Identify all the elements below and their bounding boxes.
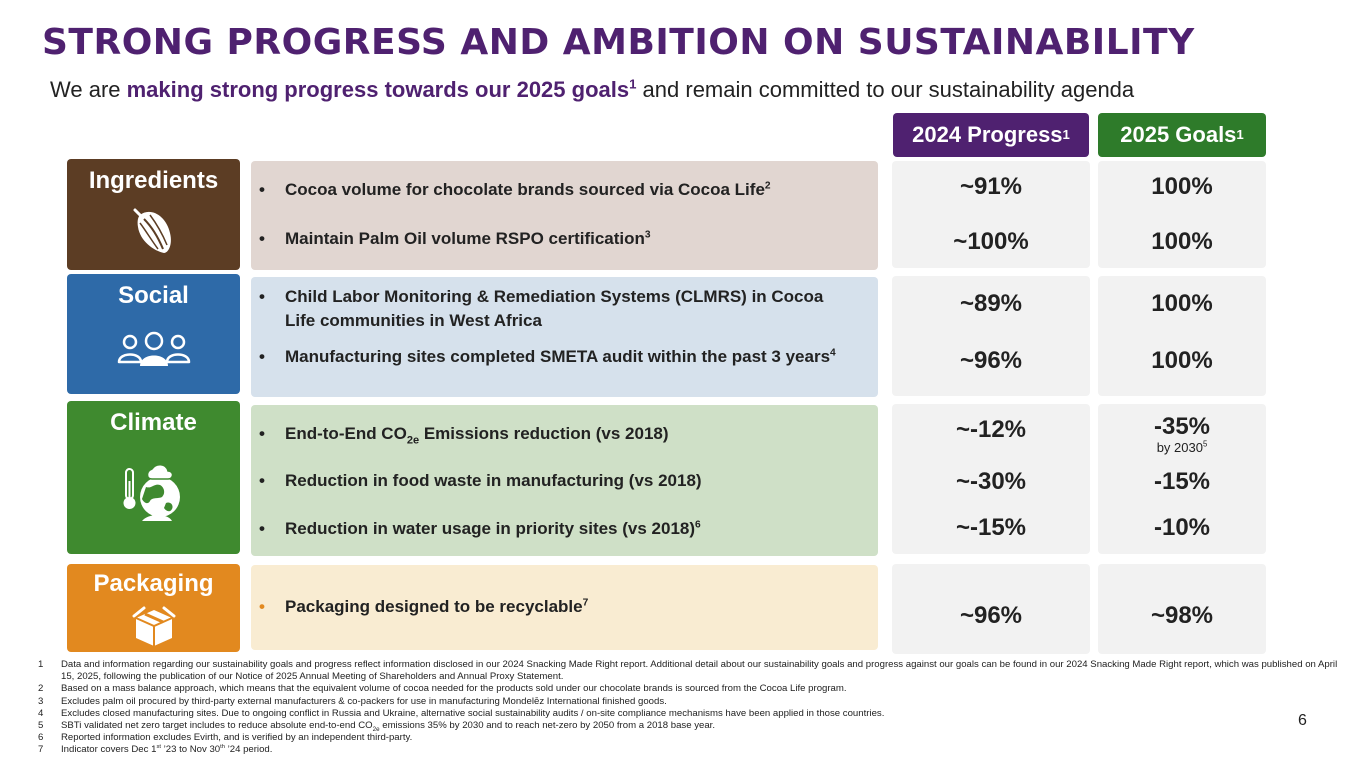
category-tile-social: Social xyxy=(67,274,240,394)
category-label: Packaging xyxy=(93,570,214,597)
category-band-climate: • End-to-End CO2e Emissions reduction (vs… xyxy=(251,405,878,556)
category-label: Ingredients xyxy=(88,167,219,194)
category-band-ingredients: • Cocoa volume for chocolate brands sourc… xyxy=(251,161,878,270)
goal-value: -10% xyxy=(1153,514,1211,541)
progress-value: ~-15% xyxy=(955,514,1027,541)
footnote: 1 Data and information regarding our sust… xyxy=(38,659,1338,683)
goal-value: 100% xyxy=(1151,290,1213,317)
goal-value: 100% xyxy=(1151,347,1213,374)
footnote: 6 Reported information excludes Evirth, a… xyxy=(38,732,413,744)
list-item: • Packaging designed to be recyclable7 xyxy=(259,597,589,616)
goal-value: 100% xyxy=(1151,173,1213,200)
category-label: Social xyxy=(118,282,189,309)
list-item: • Maintain Palm Oil volume RSPO certifica… xyxy=(259,229,651,248)
footnote: 7 Indicator covers Dec 1st ’23 to Nov 30t… xyxy=(38,744,273,756)
package-box-icon xyxy=(132,606,175,646)
subtitle-pre: We are xyxy=(50,77,127,102)
footnote: 3 Excludes palm oil procured by third-par… xyxy=(38,695,667,707)
globe-thermometer-icon xyxy=(123,464,180,521)
category-band-packaging: • Packaging designed to be recyclable7 xyxy=(251,565,878,650)
progress-value: ~96% xyxy=(959,347,1023,374)
cocoa-pod-icon xyxy=(133,208,171,253)
list-item: • Cocoa volume for chocolate brands sourc… xyxy=(259,180,771,199)
goal-value: ~98% xyxy=(1150,602,1214,629)
footnotes: 1 Data and information regarding our sust… xyxy=(38,659,1348,757)
progress-cell-packaging: ~96% xyxy=(892,564,1090,654)
people-icon xyxy=(117,331,190,366)
category-label: Climate xyxy=(110,409,197,436)
progress-cell-social: ~89% ~96% xyxy=(892,276,1090,396)
goals-column-header: 2025 Goals 1 xyxy=(1098,113,1266,157)
progress-value: ~96% xyxy=(959,602,1023,629)
subtitle-highlight: making strong progress towards our 2025 … xyxy=(126,76,637,102)
category-tile-packaging: Packaging xyxy=(67,564,240,652)
progress-value: ~89% xyxy=(959,290,1023,317)
page-title: STRONG PROGRESS AND AMBITION ON SUSTAINA… xyxy=(42,22,1195,63)
list-item: • Reduction in water usage in priority si… xyxy=(259,519,701,538)
progress-value: ~-30% xyxy=(955,468,1027,495)
category-band-social: • Child Labor Monitoring & Remediation Sy… xyxy=(251,277,878,397)
list-item: • Child Labor Monitoring & Remediation Sy… xyxy=(259,287,824,330)
goal-note: by 20305 xyxy=(1156,439,1208,455)
page-number: 6 xyxy=(1298,712,1307,729)
progress-cell-ingredients: ~91% ~100% xyxy=(892,161,1090,268)
category-tile-climate: Climate xyxy=(67,401,240,554)
category-tile-ingredients: Ingredients xyxy=(67,159,240,270)
goal-cell-ingredients: 100% 100% xyxy=(1098,161,1266,268)
progress-cell-climate: ~-12% ~-30% ~-15% xyxy=(892,404,1090,554)
progress-value: ~91% xyxy=(959,173,1023,200)
list-item: • End-to-End CO2e Emissions reduction (vs… xyxy=(259,424,669,447)
progress-value: ~-12% xyxy=(955,416,1027,443)
subtitle-post: and remain committed to our sustainabili… xyxy=(636,77,1135,102)
progress-column-header: 2024 Progress 1 xyxy=(893,113,1089,157)
footnote: 4 Excludes closed manufacturing sites. Du… xyxy=(38,707,885,719)
goal-value: -15% xyxy=(1153,468,1211,495)
goal-value: -35% xyxy=(1153,413,1211,440)
goal-value: 100% xyxy=(1151,228,1213,255)
goal-cell-climate: -35% by 20305 -15% -10% xyxy=(1098,404,1266,554)
goal-cell-packaging: ~98% xyxy=(1098,564,1266,654)
footnote: 5 SBTi validated net zero target includes… xyxy=(38,720,716,733)
progress-value: ~100% xyxy=(953,228,1029,255)
footnote: 2 Based on a mass balance approach, which… xyxy=(38,683,847,695)
goal-cell-social: 100% 100% xyxy=(1098,276,1266,396)
list-item: • Manufacturing sites completed SMETA aud… xyxy=(259,347,836,366)
list-item: • Reduction in food waste in manufacturin… xyxy=(259,471,702,490)
subtitle: We are making strong progress towards ou… xyxy=(50,77,1134,103)
